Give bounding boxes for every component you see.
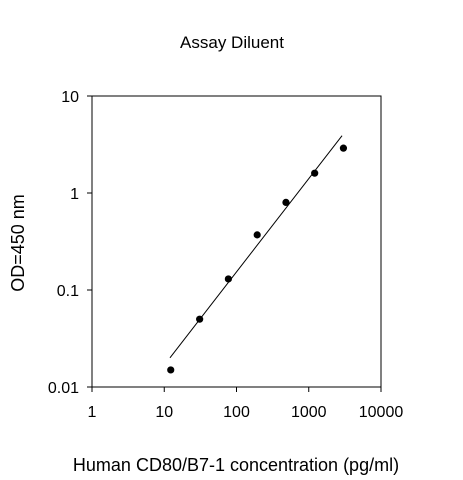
data-point [167, 366, 175, 374]
data-point [311, 169, 319, 177]
fit-line [169, 135, 343, 359]
x-axis-tick-label: 1000 [291, 404, 327, 421]
chart-title: Assay Diluent [180, 33, 284, 52]
y-axis-tick-labels: 0.01 0.1 1 10 [48, 89, 79, 397]
data-point [253, 231, 261, 239]
y-axis-tick-label: 1 [70, 186, 79, 203]
x-axis-tick-label: 10 [155, 404, 173, 421]
data-point [339, 144, 348, 152]
x-axis-tick-label: 100 [223, 404, 250, 421]
data-points [167, 144, 348, 374]
x-axis-tick-label: 10000 [359, 404, 404, 421]
plot-frame [91, 95, 382, 388]
data-point [282, 198, 290, 207]
x-axis-label: Human CD80/B7-1 concentration (pg/ml) [73, 455, 399, 475]
x-axis-ticks [91, 387, 382, 392]
data-point [224, 275, 232, 283]
x-axis-tick-label: 1 [88, 404, 97, 421]
y-axis-ticks [87, 95, 92, 388]
data-point [196, 315, 204, 323]
y-axis-tick-label: 0.01 [48, 380, 79, 397]
y-axis-label: OD=450 nm [8, 194, 28, 292]
y-axis-tick-label: 0.1 [57, 283, 79, 300]
y-axis-tick-label: 10 [61, 89, 79, 106]
x-axis-tick-labels: 1 10 100 1000 10000 [88, 404, 404, 421]
